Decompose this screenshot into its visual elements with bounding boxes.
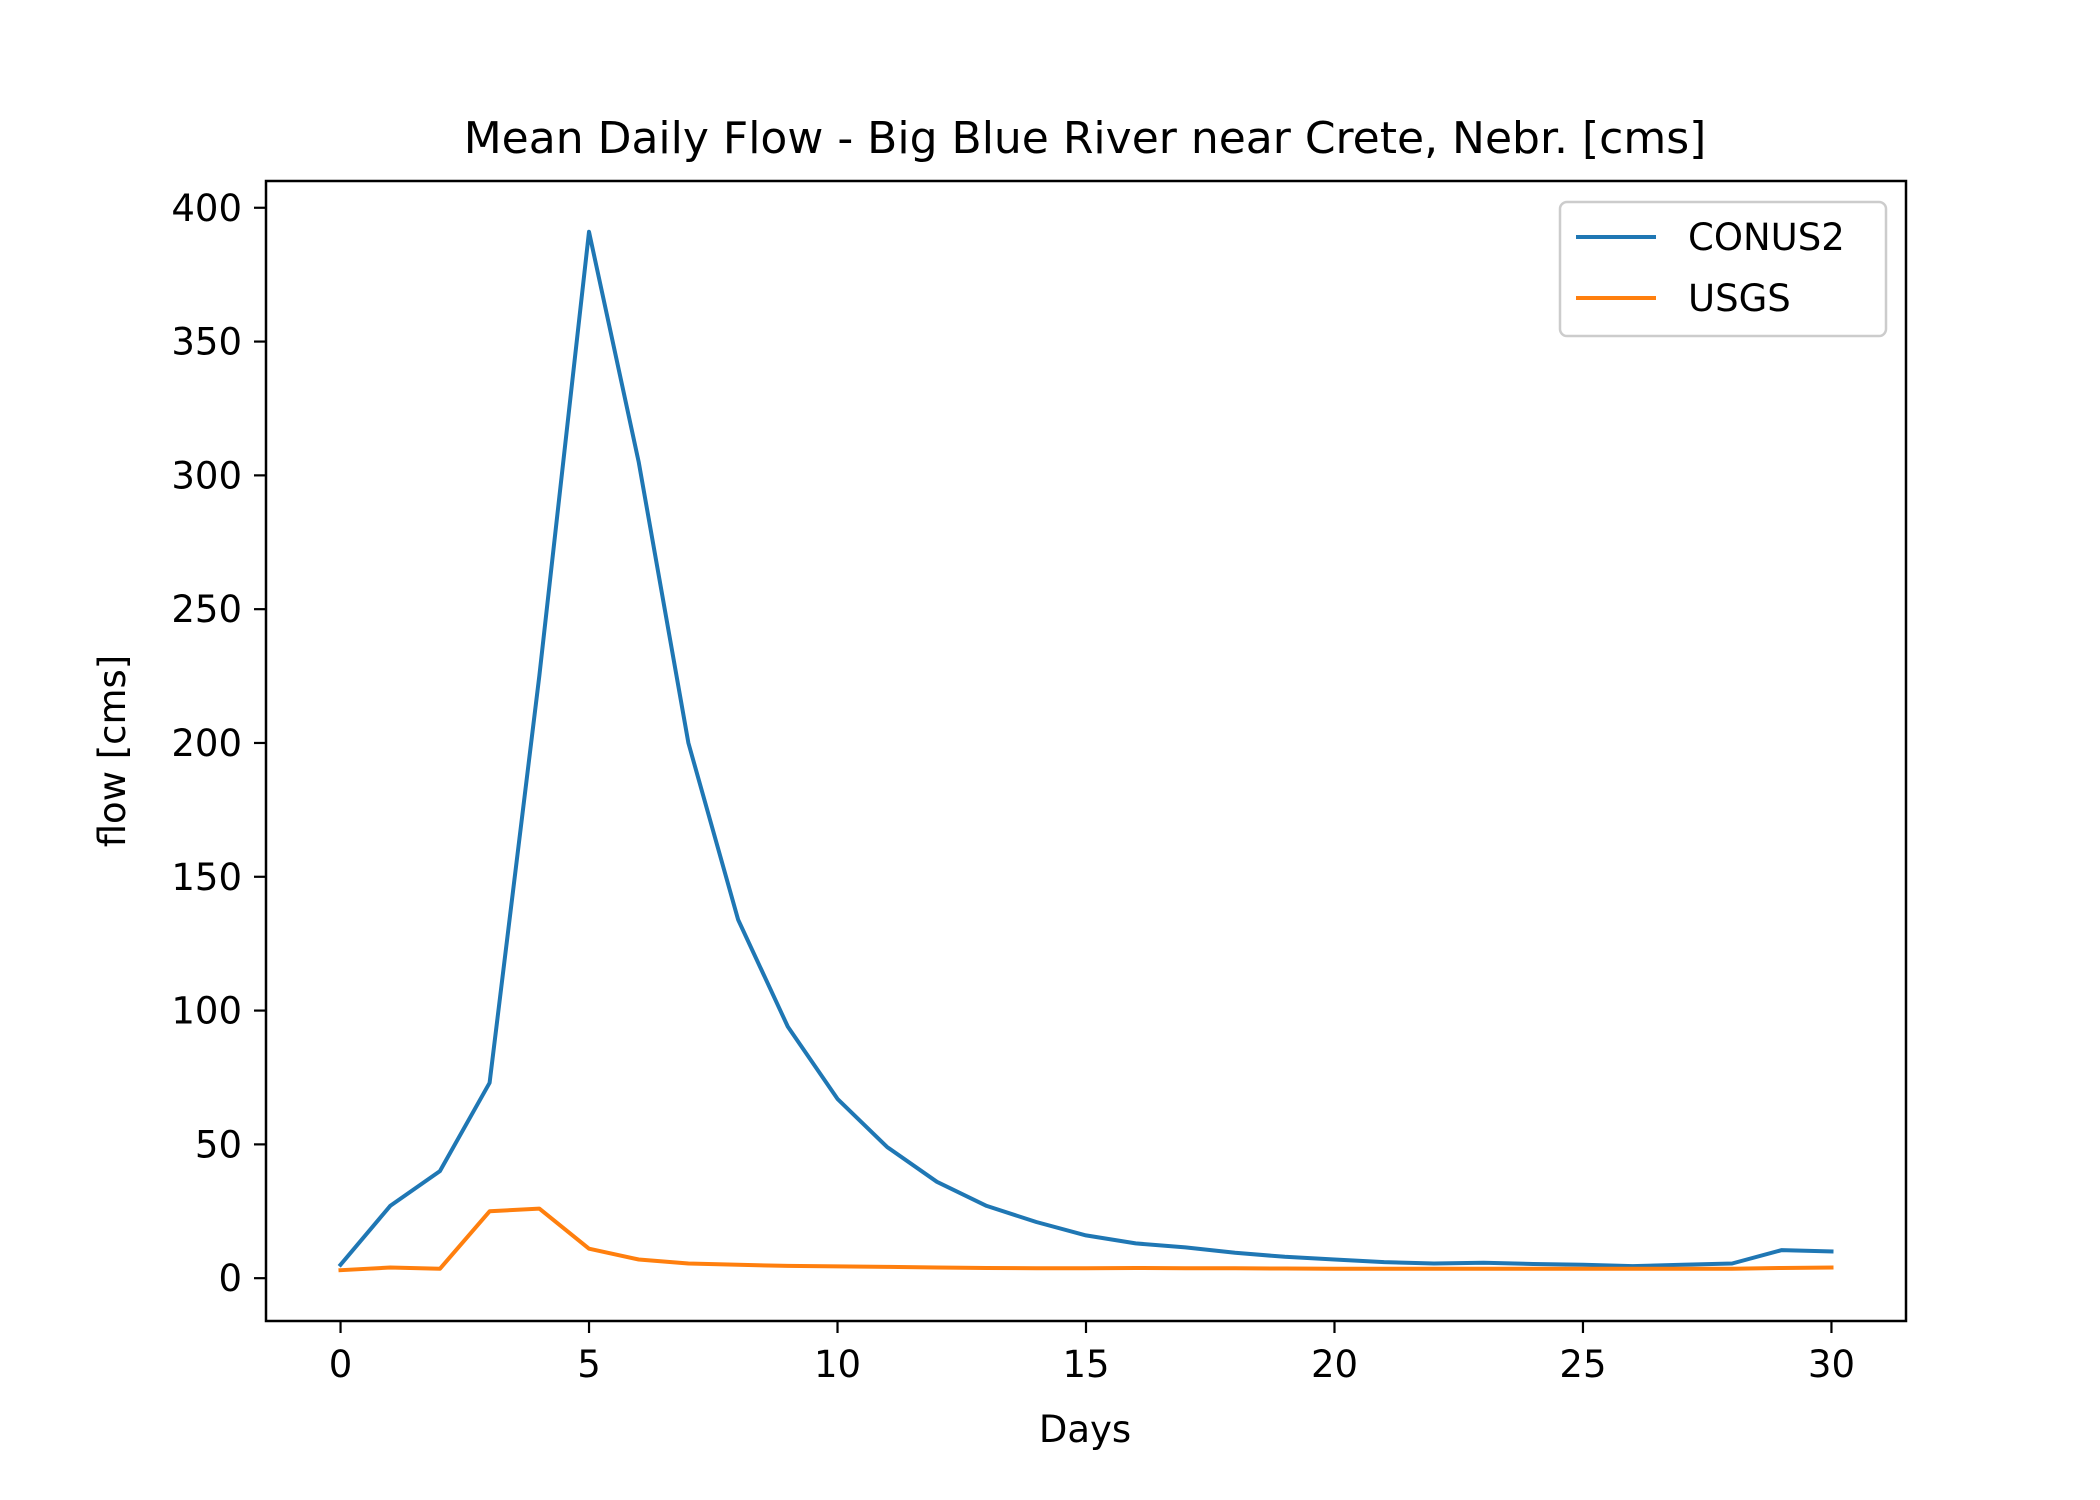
y-tick-label: 0 <box>218 1257 242 1300</box>
y-tick-label: 150 <box>171 856 242 899</box>
y-tick-label: 300 <box>171 454 242 497</box>
y-tick-label: 50 <box>195 1123 242 1166</box>
y-tick-label: 100 <box>171 990 242 1033</box>
y-tick-label: 400 <box>171 187 242 230</box>
x-tick-label: 5 <box>577 1343 601 1386</box>
x-tick-label: 10 <box>814 1343 861 1386</box>
legend-label-conus2: CONUS2 <box>1688 216 1845 259</box>
y-axis-title: flow [cms] <box>91 655 134 848</box>
legend-label-usgs: USGS <box>1688 277 1791 320</box>
x-tick-label: 25 <box>1559 1343 1606 1386</box>
y-tick-label: 350 <box>171 321 242 364</box>
series-line-usgs <box>338 1206 1834 1273</box>
series-layer <box>337 229 1834 1273</box>
x-axis: 0 5 10 15 20 25 30 <box>329 1321 1855 1386</box>
x-tick-label: 30 <box>1808 1343 1855 1386</box>
x-axis-title: Days <box>1039 1408 1131 1451</box>
y-tick-label: 250 <box>171 588 242 631</box>
chart-title: Mean Daily Flow - Big Blue River near Cr… <box>464 113 1707 164</box>
x-tick-label: 15 <box>1062 1343 1109 1386</box>
y-tick-label: 200 <box>171 722 242 765</box>
x-tick-label: 0 <box>329 1343 353 1386</box>
y-axis: 0 50 100 150 200 250 300 350 400 <box>171 187 266 1300</box>
series-line-conus2 <box>337 229 1834 1269</box>
legend: CONUS2 USGS <box>1558 200 1888 338</box>
x-tick-label: 20 <box>1311 1343 1358 1386</box>
